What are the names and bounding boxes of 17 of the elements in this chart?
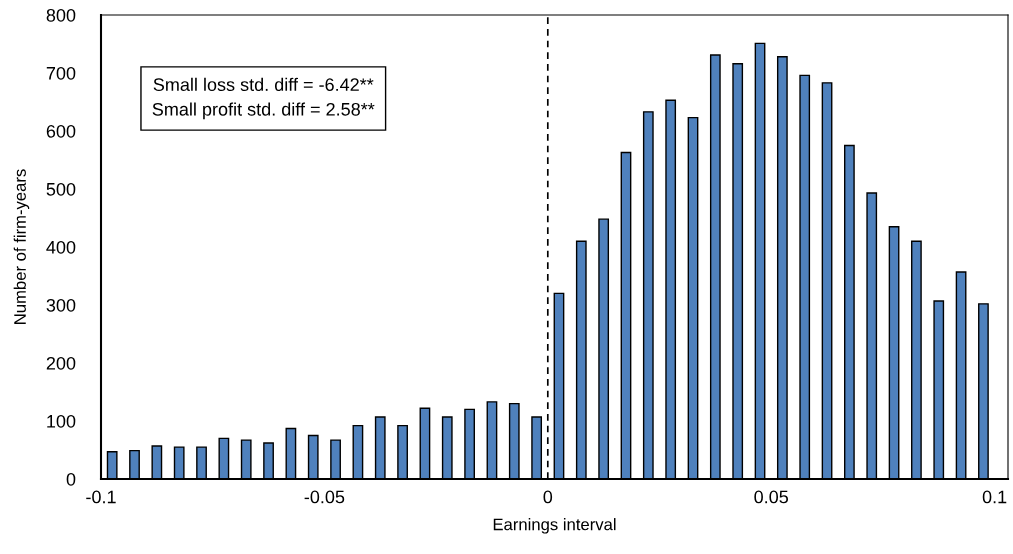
y-tick-label: 400 (46, 240, 76, 254)
x-tick-label: -0.05 (304, 490, 345, 504)
x-tick-label: 0.1 (982, 490, 1007, 504)
y-tick-label: 0 (66, 472, 76, 486)
x-tick-label: 0.05 (754, 490, 789, 504)
y-tick-label: 800 (46, 8, 76, 22)
y-axis-title: Number of firm-years (13, 169, 30, 324)
x-tick-label: 0 (543, 490, 553, 504)
y-tick-label: 200 (46, 356, 76, 370)
y-tick-label: 500 (46, 182, 76, 196)
annotation: Small loss std. diff = -6.42** Small profit std. diff = 2.58** (152, 77, 375, 120)
y-tick-label: 300 (46, 298, 76, 312)
y-tick-label: 600 (46, 124, 76, 138)
y-tick-label: 700 (46, 66, 76, 80)
y-tick-label: 100 (47, 414, 76, 428)
x-tick-label: -0.1 (86, 490, 116, 504)
x-axis-title: Earnings interval (493, 518, 616, 534)
